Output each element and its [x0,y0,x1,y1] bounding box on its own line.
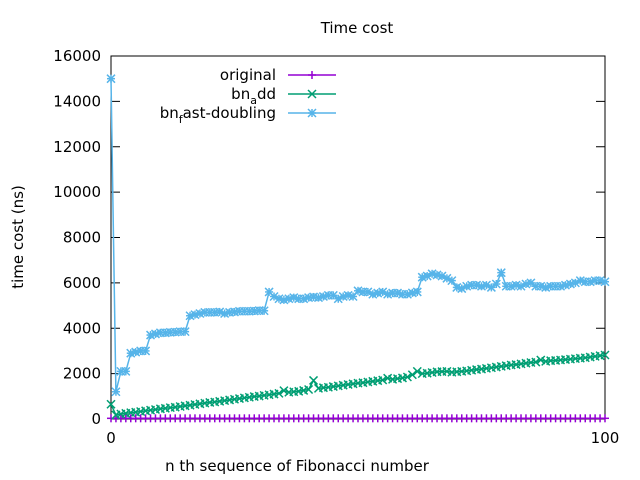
y-tick-label: 16000 [53,47,101,65]
y-tick-label: 0 [91,410,101,428]
series-layer [106,74,610,423]
data-point [412,366,422,376]
data-point [412,287,422,297]
data-point [600,277,610,287]
y-axis-label: time cost (ns) [9,185,27,289]
series-line [110,78,606,392]
data-point [309,375,319,385]
data-point [491,279,501,289]
data-point [121,366,131,376]
data-point [407,370,417,380]
data-point [111,387,121,397]
data-point [313,293,324,303]
y-tick-label: 8000 [63,229,101,247]
data-point [180,327,190,337]
data-point [279,295,289,305]
y-tick-label: 14000 [53,92,101,110]
data-point [600,350,610,360]
data-point [318,291,328,302]
data-point [328,290,338,300]
y-tick-label: 4000 [63,319,101,337]
data-point [279,386,289,396]
x-axis-label: n th sequence of Fibonacci number [165,457,430,475]
legend-marker [307,108,317,118]
y-tick-label: 2000 [63,365,101,383]
axis-ticks: 0 2000 4000 6000 8000 10000 12000 14000 16000 0 10… [53,47,619,447]
data-point [556,281,566,291]
data-point [601,414,609,423]
data-point [496,268,506,278]
data-point [378,375,388,385]
series-0 [107,414,609,423]
series-2 [106,74,610,397]
legend-label: bnfast-doubling [160,104,276,126]
y-tick-label: 10000 [53,183,101,201]
data-point [274,388,284,398]
data-point [447,276,457,286]
x-tick-label: 0 [106,429,116,447]
chart-title: Time cost [320,19,394,37]
data-point [531,357,541,367]
data-point [106,399,116,409]
data-point [259,306,269,316]
legend-marker [308,71,316,79]
series-1 [106,350,610,420]
data-point [106,74,116,84]
data-point [402,372,412,382]
y-tick-label: 12000 [53,138,101,156]
data-point [141,346,151,356]
y-tick-label: 6000 [63,274,101,292]
data-point [392,288,403,298]
x-tick-label: 100 [591,429,620,447]
legend-label: original [220,66,276,84]
legend-label: bnadd [231,85,276,107]
legend-marker [307,89,317,99]
data-point [304,384,314,395]
data-point [343,290,353,300]
